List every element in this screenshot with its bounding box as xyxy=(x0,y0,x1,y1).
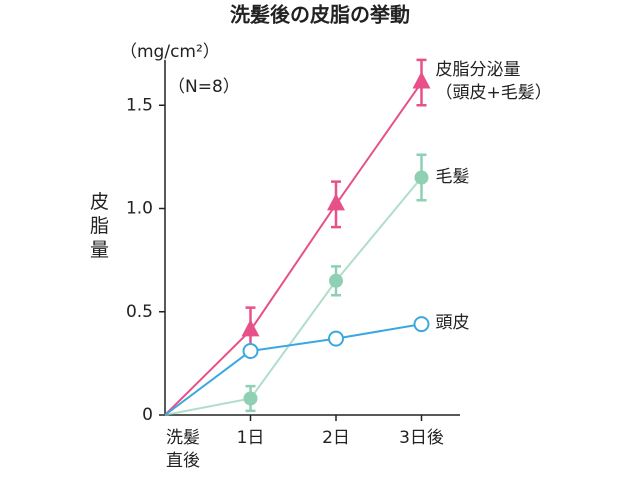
y-unit: （mg/cm²） xyxy=(120,42,220,62)
marker xyxy=(242,342,259,359)
y-tick-label: 1.5 xyxy=(126,95,153,115)
series-line xyxy=(164,81,423,416)
marker xyxy=(328,330,344,347)
x-tick-label: 1日 xyxy=(236,428,265,448)
marker xyxy=(414,170,429,185)
y-tick-label: 0.5 xyxy=(126,302,153,322)
marker xyxy=(413,316,430,333)
series-label: 毛髪 xyxy=(435,166,470,187)
series-line xyxy=(164,323,422,416)
y-tick-label: 0 xyxy=(142,405,153,425)
chart-title: 洗髪後の皮脂の挙動 xyxy=(230,3,410,27)
x-tick-label: 3日後 xyxy=(399,428,444,448)
marker xyxy=(412,71,431,89)
x-tick-label: 2日 xyxy=(322,428,350,448)
marker xyxy=(329,273,343,288)
marker xyxy=(241,319,260,337)
y-axis-label: 皮脂量 xyxy=(90,191,110,261)
marker xyxy=(243,391,258,406)
series-label: 皮脂分泌量 （頭皮+毛髪） xyxy=(435,59,552,103)
note: （N=8） xyxy=(168,77,240,97)
y-tick-label: 1.0 xyxy=(126,199,153,219)
series-line xyxy=(164,176,423,416)
series-label: 頭皮 xyxy=(435,313,470,334)
x-tick-label: 洗髪 直後 xyxy=(166,428,200,471)
marker xyxy=(327,193,345,211)
